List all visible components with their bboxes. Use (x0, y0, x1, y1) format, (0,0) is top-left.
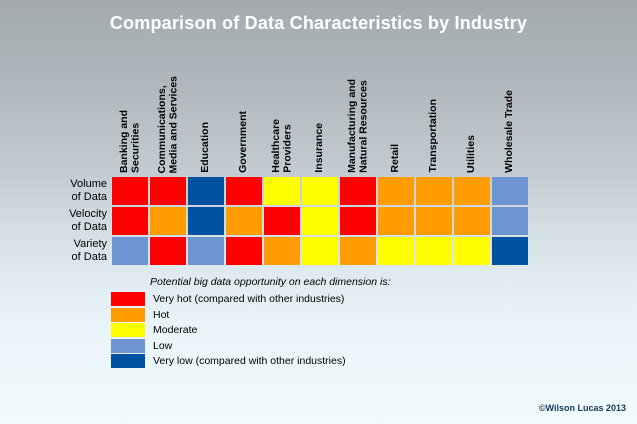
legend-items: Very hot (compared with other industries… (111, 292, 391, 368)
column-header-label: Government (237, 111, 250, 173)
heatmap-cell-hot (340, 237, 376, 265)
heatmap-cell-very_hot (226, 177, 262, 205)
column-header: Transportation (416, 68, 452, 173)
heatmap-cell-hot (378, 207, 414, 235)
column-header-label: Manufacturing and Natural Resources (345, 79, 370, 173)
legend-item-very_low: Very low (compared with other industries… (111, 354, 391, 368)
heatmap-cell-low (188, 237, 224, 265)
legend-item-very_hot: Very hot (compared with other industries… (111, 292, 391, 306)
legend-label: Very low (compared with other industries… (153, 355, 346, 367)
heatmap-cell-moderate (378, 237, 414, 265)
heatmap-cell-very_hot (112, 207, 148, 235)
legend-title: Potential big data opportunity on each d… (150, 276, 391, 288)
legend-swatch-very_low (111, 354, 145, 368)
heatmap-cell-very_hot (340, 207, 376, 235)
legend-swatch-moderate (111, 323, 145, 337)
heatmap-cell-hot (454, 177, 490, 205)
copyright-text: ©Wilson Lucas 2013 (538, 403, 626, 413)
heatmap-cell-moderate (264, 177, 300, 205)
heatmap-cell-very_low (492, 237, 528, 265)
heatmap-cell-hot (378, 177, 414, 205)
column-header-label: Healthcare Providers (269, 119, 294, 173)
column-header: Communications, Media and Services (150, 68, 186, 173)
legend-label: Very hot (compared with other industries… (153, 293, 345, 305)
heatmap-cell-very_hot (150, 177, 186, 205)
column-header-label: Wholesale Trade (503, 90, 516, 173)
column-header-label: Communications, Media and Services (155, 75, 180, 173)
heatmap-cell-hot (416, 207, 452, 235)
legend-item-moderate: Moderate (111, 323, 391, 337)
heatmap-cell-very_low (188, 177, 224, 205)
heatmap-cell-very_hot (112, 177, 148, 205)
heatmap-cell-hot (150, 207, 186, 235)
row-label: Variety of Data (71, 238, 107, 263)
column-header-label: Retail (389, 144, 402, 173)
column-header: Wholesale Trade (492, 68, 528, 173)
heatmap-cell-low (492, 207, 528, 235)
column-header: Utilities (454, 68, 490, 173)
column-header-label: Transportation (427, 99, 440, 173)
heatmap-cell-very_hot (150, 237, 186, 265)
legend-swatch-hot (111, 307, 145, 322)
column-header: Healthcare Providers (264, 68, 300, 173)
heatmap-cell-very_hot (340, 177, 376, 205)
column-header-label: Banking and Securities (117, 109, 142, 173)
legend-label: Moderate (153, 324, 198, 336)
column-header: Government (226, 68, 262, 173)
heatmap-cell-hot (416, 177, 452, 205)
heatmap-cell-very_hot (264, 207, 300, 235)
heatmap-cell-hot (226, 207, 262, 235)
heatmap-cell-moderate (302, 237, 338, 265)
heatmap-cell-moderate (302, 177, 338, 205)
row-label: Velocity of Data (69, 208, 107, 233)
heatmap-cell-moderate (302, 207, 338, 235)
column-header: Retail (378, 68, 414, 173)
heatmap-cell-moderate (454, 237, 490, 265)
heatmap-grid (112, 177, 528, 265)
column-header-label: Insurance (313, 123, 326, 173)
row-label: Volume of Data (70, 178, 107, 203)
column-header-label: Utilities (465, 135, 478, 173)
legend-item-low: Low (111, 338, 391, 353)
legend: Potential big data opportunity on each d… (111, 276, 391, 370)
column-header: Education (188, 68, 224, 173)
heatmap-cell-very_hot (226, 237, 262, 265)
legend-item-hot: Hot (111, 307, 391, 322)
chart-title: Comparison of Data Characteristics by In… (109, 13, 528, 33)
heatmap-cell-low (492, 177, 528, 205)
heatmap-cell-hot (264, 237, 300, 265)
column-header: Manufacturing and Natural Resources (340, 68, 376, 173)
heatmap-cell-low (112, 237, 148, 265)
legend-label: Hot (153, 308, 170, 321)
heatmap-cell-hot (454, 207, 490, 235)
heatmap-cell-moderate (416, 237, 452, 265)
legend-swatch-very_hot (111, 292, 145, 306)
column-header: Insurance (302, 68, 338, 173)
heatmap-cell-very_low (188, 207, 224, 235)
legend-label: Low (153, 339, 173, 352)
column-header: Banking and Securities (112, 68, 148, 173)
legend-swatch-low (111, 338, 145, 353)
column-header-label: Education (199, 122, 212, 173)
